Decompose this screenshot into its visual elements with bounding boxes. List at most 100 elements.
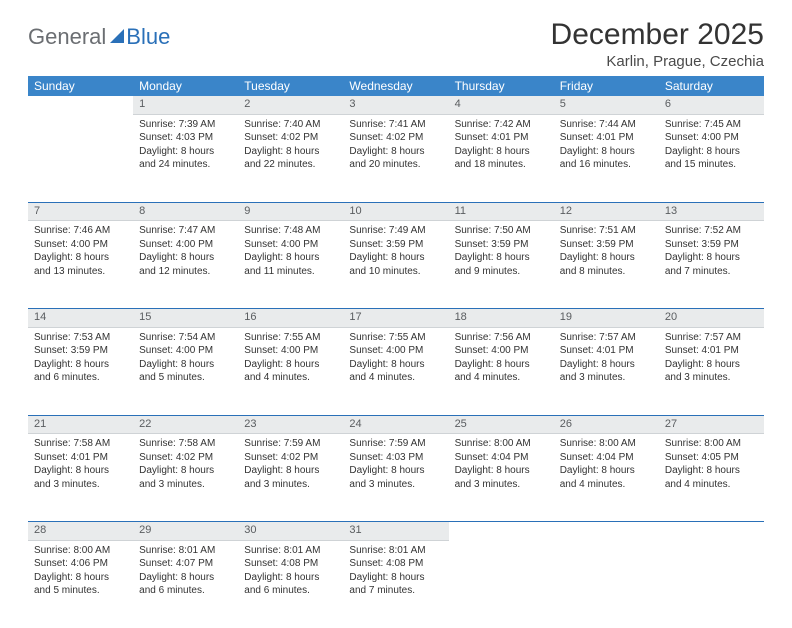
daylight-line: Daylight: 8 hours and 4 minutes. [665,464,758,491]
sunset-line: Sunset: 3:59 PM [34,344,127,358]
sunrise-line: Sunrise: 7:57 AM [560,331,653,345]
daylight-line: Daylight: 8 hours and 11 minutes. [244,251,337,278]
sunset-line: Sunset: 4:00 PM [455,344,548,358]
sunset-line: Sunset: 4:00 PM [665,131,758,145]
day-cell: Sunrise: 7:58 AMSunset: 4:02 PMDaylight:… [133,434,238,522]
day-number: 3 [343,96,448,114]
daylight-line: Daylight: 8 hours and 6 minutes. [34,358,127,385]
day-cell: Sunrise: 8:01 AMSunset: 4:08 PMDaylight:… [238,540,343,628]
sunrise-line: Sunrise: 8:00 AM [560,437,653,451]
day-cell: Sunrise: 7:44 AMSunset: 4:01 PMDaylight:… [554,114,659,202]
daylight-line: Daylight: 8 hours and 16 minutes. [560,145,653,172]
day-cell: Sunrise: 7:54 AMSunset: 4:00 PMDaylight:… [133,327,238,415]
empty-cell [449,540,554,628]
day-number: 7 [28,203,133,221]
day-number: 8 [133,203,238,221]
sunset-line: Sunset: 4:02 PM [139,451,232,465]
week-row: Sunrise: 7:58 AMSunset: 4:01 PMDaylight:… [28,434,764,522]
sunrise-line: Sunrise: 7:58 AM [139,437,232,451]
day-number: 12 [554,203,659,221]
sunrise-line: Sunrise: 7:56 AM [455,331,548,345]
day-number: 13 [659,203,764,221]
weekday-header: Thursday [449,76,554,96]
day-cell: Sunrise: 7:57 AMSunset: 4:01 PMDaylight:… [659,327,764,415]
day-cell: Sunrise: 7:55 AMSunset: 4:00 PMDaylight:… [238,327,343,415]
day-number-row: 123456 [28,96,764,114]
empty-cell [449,522,554,540]
day-cell: Sunrise: 7:53 AMSunset: 3:59 PMDaylight:… [28,327,133,415]
day-cell: Sunrise: 7:59 AMSunset: 4:02 PMDaylight:… [238,434,343,522]
day-number: 2 [238,96,343,114]
weekday-header: Wednesday [343,76,448,96]
sunrise-line: Sunrise: 7:53 AM [34,331,127,345]
logo-text-blue: Blue [126,24,170,50]
day-number: 29 [133,522,238,540]
sunset-line: Sunset: 3:59 PM [665,238,758,252]
day-number: 24 [343,416,448,434]
sunset-line: Sunset: 4:00 PM [244,238,337,252]
daylight-line: Daylight: 8 hours and 5 minutes. [34,571,127,598]
day-cell: Sunrise: 7:58 AMSunset: 4:01 PMDaylight:… [28,434,133,522]
logo: General Blue [28,18,170,50]
day-number: 11 [449,203,554,221]
day-number: 25 [449,416,554,434]
day-number: 20 [659,309,764,327]
daylight-line: Daylight: 8 hours and 3 minutes. [349,464,442,491]
empty-cell [28,114,133,202]
sunrise-line: Sunrise: 7:45 AM [665,118,758,132]
sunset-line: Sunset: 4:01 PM [560,131,653,145]
daylight-line: Daylight: 8 hours and 7 minutes. [665,251,758,278]
empty-cell [554,540,659,628]
sunrise-line: Sunrise: 7:54 AM [139,331,232,345]
title-block: December 2025 Karlin, Prague, Czechia [551,18,764,70]
sunset-line: Sunset: 4:00 PM [139,238,232,252]
day-cell: Sunrise: 7:57 AMSunset: 4:01 PMDaylight:… [554,327,659,415]
day-cell: Sunrise: 8:00 AMSunset: 4:06 PMDaylight:… [28,540,133,628]
daylight-line: Daylight: 8 hours and 12 minutes. [139,251,232,278]
logo-sail-icon [110,29,124,43]
day-number: 23 [238,416,343,434]
sunset-line: Sunset: 4:00 PM [349,344,442,358]
sunrise-line: Sunrise: 7:44 AM [560,118,653,132]
sunrise-line: Sunrise: 7:40 AM [244,118,337,132]
day-cell: Sunrise: 7:49 AMSunset: 3:59 PMDaylight:… [343,221,448,309]
sunset-line: Sunset: 4:02 PM [244,131,337,145]
day-number: 26 [554,416,659,434]
day-cell: Sunrise: 7:47 AMSunset: 4:00 PMDaylight:… [133,221,238,309]
calendar-table: SundayMondayTuesdayWednesdayThursdayFrid… [28,76,764,628]
daylight-line: Daylight: 8 hours and 4 minutes. [560,464,653,491]
sunrise-line: Sunrise: 7:47 AM [139,224,232,238]
sunset-line: Sunset: 4:08 PM [244,557,337,571]
sunrise-line: Sunrise: 7:58 AM [34,437,127,451]
sunrise-line: Sunrise: 7:48 AM [244,224,337,238]
daylight-line: Daylight: 8 hours and 3 minutes. [665,358,758,385]
daylight-line: Daylight: 8 hours and 3 minutes. [560,358,653,385]
day-number: 21 [28,416,133,434]
day-number: 5 [554,96,659,114]
day-number: 19 [554,309,659,327]
daylight-line: Daylight: 8 hours and 22 minutes. [244,145,337,172]
sunset-line: Sunset: 4:06 PM [34,557,127,571]
sunrise-line: Sunrise: 8:01 AM [349,544,442,558]
day-cell: Sunrise: 7:45 AMSunset: 4:00 PMDaylight:… [659,114,764,202]
day-number: 14 [28,309,133,327]
week-row: Sunrise: 8:00 AMSunset: 4:06 PMDaylight:… [28,540,764,628]
day-number: 4 [449,96,554,114]
logo-text-general: General [28,24,106,50]
daylight-line: Daylight: 8 hours and 3 minutes. [139,464,232,491]
sunset-line: Sunset: 4:00 PM [244,344,337,358]
empty-cell [659,522,764,540]
weekday-header: Saturday [659,76,764,96]
day-number-row: 28293031 [28,522,764,540]
day-cell: Sunrise: 7:55 AMSunset: 4:00 PMDaylight:… [343,327,448,415]
day-cell: Sunrise: 8:01 AMSunset: 4:07 PMDaylight:… [133,540,238,628]
sunrise-line: Sunrise: 7:59 AM [244,437,337,451]
daylight-line: Daylight: 8 hours and 20 minutes. [349,145,442,172]
day-cell: Sunrise: 7:51 AMSunset: 3:59 PMDaylight:… [554,221,659,309]
daylight-line: Daylight: 8 hours and 4 minutes. [349,358,442,385]
empty-cell [554,522,659,540]
sunset-line: Sunset: 4:04 PM [560,451,653,465]
weekday-header: Friday [554,76,659,96]
day-cell: Sunrise: 8:00 AMSunset: 4:04 PMDaylight:… [449,434,554,522]
daylight-line: Daylight: 8 hours and 9 minutes. [455,251,548,278]
